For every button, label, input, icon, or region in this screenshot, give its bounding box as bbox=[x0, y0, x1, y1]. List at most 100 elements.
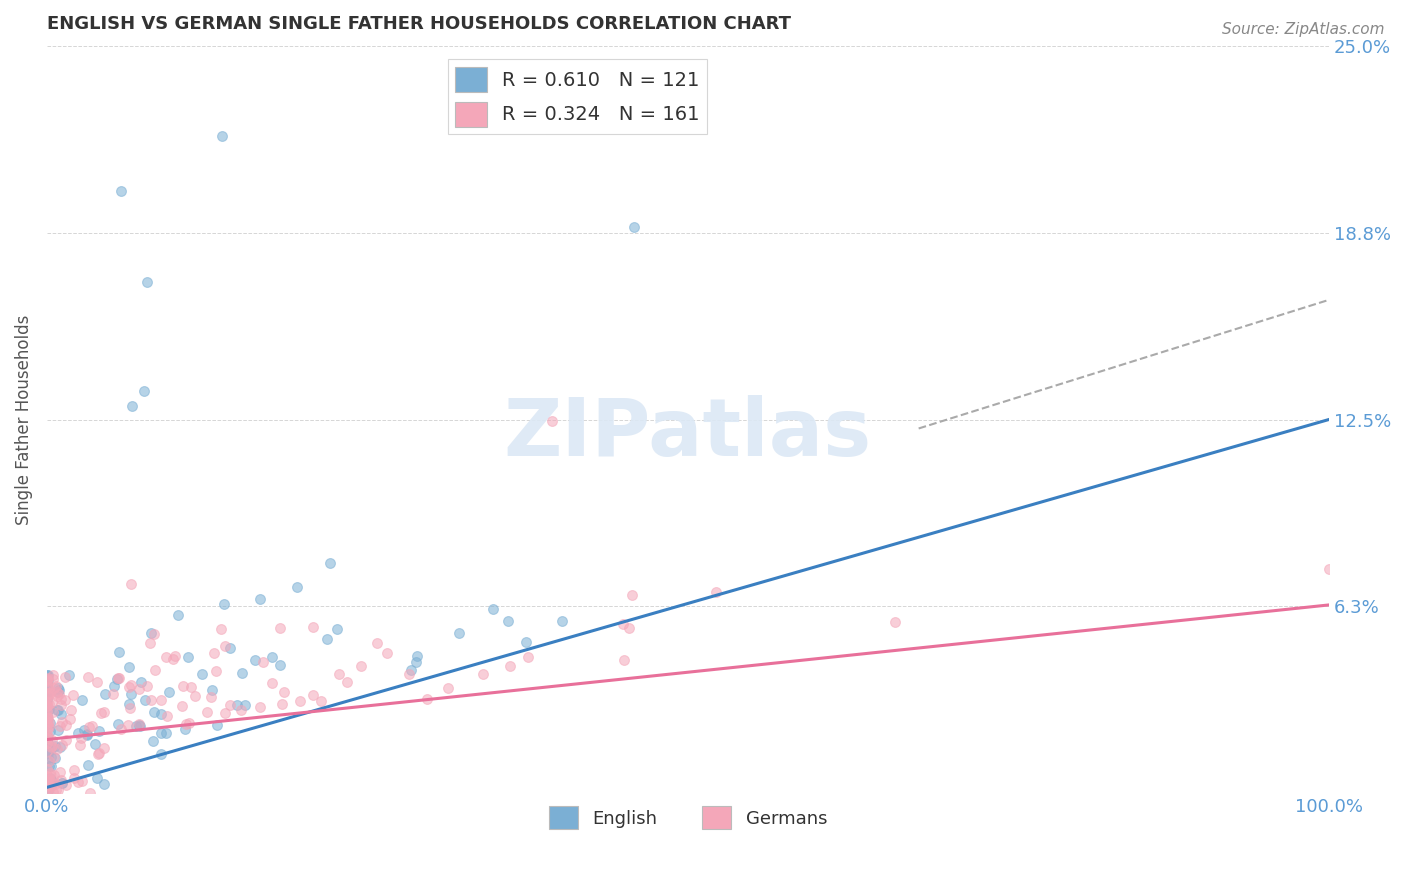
Point bbox=[883, 615, 905, 629]
Point bbox=[87, 747, 110, 761]
Point bbox=[37, 699, 59, 714]
Point bbox=[150, 693, 173, 707]
Point bbox=[35, 710, 58, 724]
Point bbox=[37, 668, 59, 682]
Point bbox=[398, 667, 420, 681]
Point bbox=[142, 734, 165, 748]
Point bbox=[37, 673, 59, 688]
Point bbox=[37, 689, 59, 703]
Point bbox=[42, 705, 65, 719]
Point bbox=[51, 692, 73, 706]
Point bbox=[35, 711, 58, 725]
Point bbox=[37, 731, 59, 745]
Point bbox=[62, 771, 84, 785]
Point bbox=[35, 732, 58, 747]
Point bbox=[37, 673, 59, 687]
Point bbox=[35, 744, 58, 758]
Point bbox=[35, 699, 58, 714]
Point bbox=[163, 649, 186, 664]
Point bbox=[482, 602, 505, 616]
Point bbox=[135, 275, 157, 289]
Point bbox=[55, 778, 77, 792]
Point bbox=[143, 627, 166, 641]
Point bbox=[35, 783, 58, 797]
Point bbox=[55, 732, 77, 747]
Point bbox=[262, 649, 284, 664]
Point bbox=[38, 738, 60, 752]
Point bbox=[45, 679, 67, 693]
Point bbox=[128, 681, 150, 696]
Point bbox=[37, 770, 59, 784]
Point bbox=[39, 773, 62, 788]
Point bbox=[166, 607, 188, 622]
Point bbox=[90, 706, 112, 720]
Point bbox=[35, 731, 58, 745]
Point bbox=[260, 675, 283, 690]
Point bbox=[63, 763, 86, 777]
Point bbox=[35, 709, 58, 723]
Point bbox=[37, 671, 59, 685]
Point bbox=[269, 621, 291, 635]
Point bbox=[38, 715, 60, 730]
Point bbox=[37, 730, 59, 744]
Point bbox=[70, 774, 93, 789]
Point bbox=[551, 615, 574, 629]
Point bbox=[37, 686, 59, 700]
Point bbox=[94, 687, 117, 701]
Point bbox=[67, 774, 90, 789]
Point bbox=[311, 694, 333, 708]
Point bbox=[86, 772, 108, 786]
Y-axis label: Single Father Households: Single Father Households bbox=[15, 314, 32, 524]
Point bbox=[37, 780, 59, 794]
Point bbox=[37, 742, 59, 756]
Point bbox=[37, 710, 59, 724]
Point bbox=[37, 747, 59, 761]
Point bbox=[117, 717, 139, 731]
Point bbox=[471, 667, 494, 681]
Point bbox=[120, 700, 142, 714]
Point bbox=[37, 735, 59, 749]
Point bbox=[55, 717, 77, 731]
Point bbox=[621, 588, 644, 602]
Point bbox=[37, 775, 59, 789]
Point bbox=[37, 729, 59, 743]
Point bbox=[214, 706, 236, 720]
Point bbox=[200, 690, 222, 705]
Point bbox=[77, 670, 100, 684]
Point bbox=[51, 714, 73, 729]
Point bbox=[128, 717, 150, 731]
Point bbox=[350, 658, 373, 673]
Point bbox=[39, 773, 62, 788]
Point bbox=[219, 698, 242, 713]
Point bbox=[37, 751, 59, 765]
Point bbox=[366, 636, 388, 650]
Point bbox=[35, 680, 58, 694]
Point bbox=[73, 723, 96, 738]
Legend: English, Germans: English, Germans bbox=[541, 799, 834, 837]
Point bbox=[110, 722, 132, 736]
Point bbox=[233, 698, 256, 712]
Point bbox=[39, 686, 62, 700]
Point bbox=[77, 758, 100, 772]
Point bbox=[35, 717, 58, 731]
Point bbox=[41, 732, 63, 747]
Point bbox=[51, 706, 73, 721]
Point bbox=[44, 751, 66, 765]
Point bbox=[319, 556, 342, 570]
Point bbox=[499, 659, 522, 673]
Point bbox=[139, 625, 162, 640]
Point bbox=[118, 697, 141, 711]
Point bbox=[302, 620, 325, 634]
Point bbox=[77, 720, 100, 734]
Point bbox=[288, 693, 311, 707]
Point bbox=[39, 772, 62, 787]
Point bbox=[401, 663, 423, 677]
Point bbox=[42, 668, 65, 682]
Point bbox=[39, 724, 62, 739]
Point bbox=[156, 709, 179, 723]
Point bbox=[35, 731, 58, 745]
Point bbox=[541, 414, 564, 428]
Point bbox=[143, 663, 166, 677]
Point bbox=[205, 664, 228, 678]
Point bbox=[326, 622, 349, 636]
